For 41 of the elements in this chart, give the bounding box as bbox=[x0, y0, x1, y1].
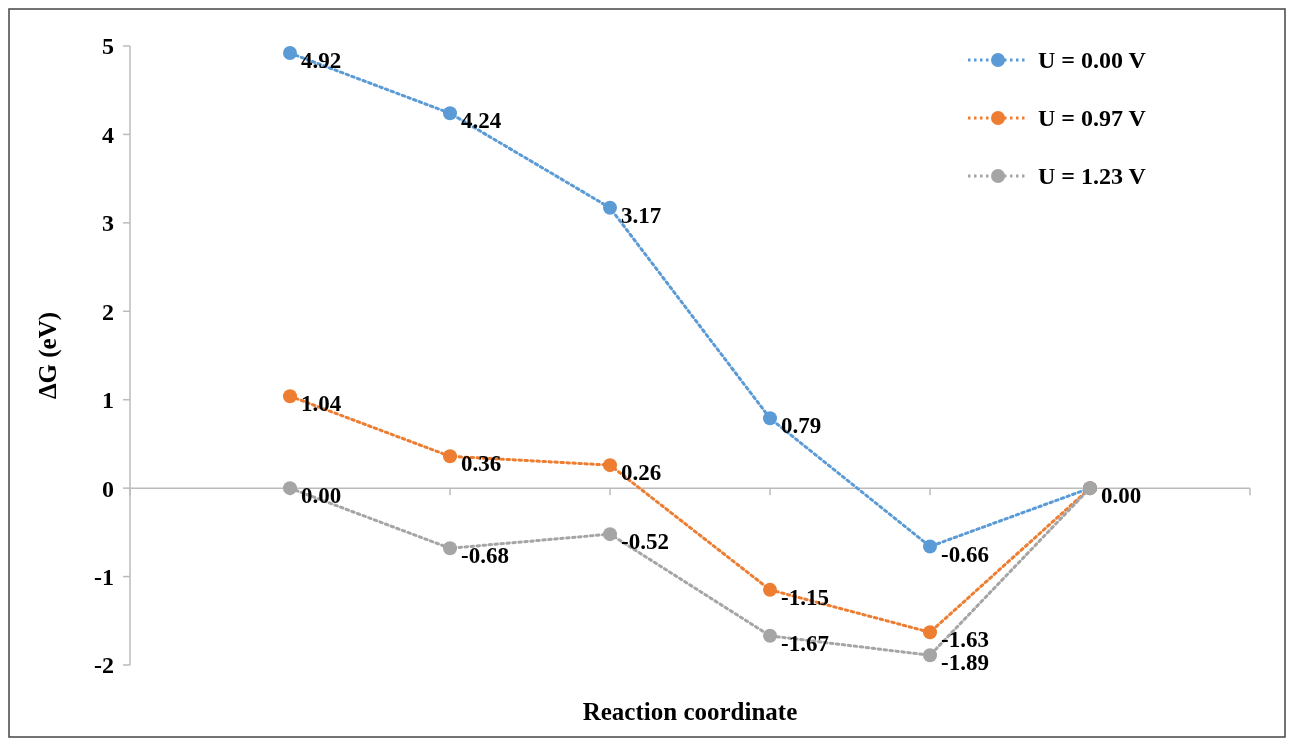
point bbox=[283, 481, 297, 496]
data-label: 0.36 bbox=[461, 451, 502, 477]
data-label: 0.26 bbox=[621, 460, 662, 486]
point bbox=[763, 582, 777, 597]
point bbox=[923, 648, 937, 663]
y-tick-label: 2 bbox=[102, 298, 114, 325]
data-label: 0.79 bbox=[781, 413, 822, 439]
point bbox=[283, 389, 297, 404]
point bbox=[763, 628, 777, 643]
point bbox=[603, 527, 617, 542]
point bbox=[443, 541, 457, 556]
y-tick-label: 5 bbox=[102, 33, 114, 60]
legend-label: U = 1.23 V bbox=[1038, 163, 1147, 190]
data-label: -1.63 bbox=[941, 627, 989, 653]
y-axis-title: ΔG (eV) bbox=[34, 311, 62, 400]
data-label: -0.66 bbox=[941, 541, 989, 567]
y-tick-label: 0 bbox=[102, 475, 114, 502]
point bbox=[443, 449, 457, 464]
y-tick-label: -2 bbox=[94, 652, 114, 679]
x-axis-title: Reaction coordinate bbox=[582, 698, 798, 725]
legend-label: U = 0.00 V bbox=[1038, 47, 1147, 74]
point bbox=[443, 106, 457, 121]
point bbox=[923, 625, 937, 640]
y-tick-label: 3 bbox=[102, 210, 114, 237]
data-label: 3.17 bbox=[621, 202, 662, 228]
point bbox=[283, 46, 297, 61]
data-label: -1.89 bbox=[941, 650, 989, 676]
y-tick-label: -1 bbox=[94, 563, 114, 590]
data-label: -0.68 bbox=[461, 543, 509, 569]
data-label: -0.52 bbox=[621, 529, 669, 555]
data-label: 0.00 bbox=[301, 483, 342, 509]
legend-label: U = 0.97 V bbox=[1038, 105, 1147, 132]
point bbox=[603, 458, 617, 473]
point bbox=[763, 411, 777, 426]
point bbox=[603, 200, 617, 215]
data-label: -1.67 bbox=[781, 630, 829, 656]
data-label: 0.00 bbox=[1101, 483, 1142, 509]
data-label: 4.24 bbox=[461, 108, 502, 134]
y-tick-label: 4 bbox=[102, 121, 114, 148]
y-tick-label: 1 bbox=[102, 387, 114, 414]
point bbox=[923, 539, 937, 554]
